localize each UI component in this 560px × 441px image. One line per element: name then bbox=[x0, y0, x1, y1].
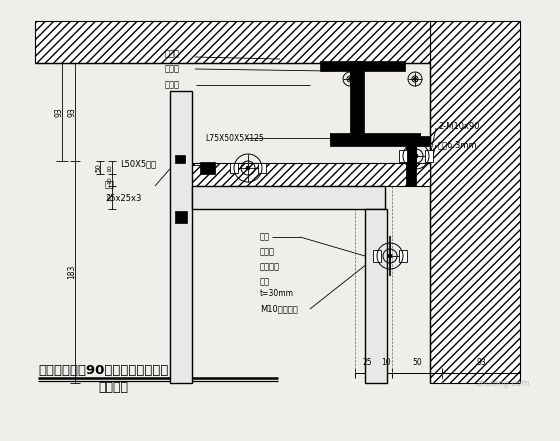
Bar bbox=[320, 61, 405, 71]
Text: （阴角）: （阴角） bbox=[98, 381, 128, 394]
Text: 30: 30 bbox=[108, 193, 113, 201]
Bar bbox=[399, 250, 407, 262]
Circle shape bbox=[348, 78, 352, 81]
Circle shape bbox=[246, 166, 250, 170]
Text: 10: 10 bbox=[108, 176, 113, 184]
Text: 25x25x3: 25x25x3 bbox=[105, 194, 141, 203]
Text: 石材背胶: 石材背胶 bbox=[260, 262, 280, 271]
Text: 10: 10 bbox=[108, 164, 113, 172]
Bar bbox=[175, 211, 187, 223]
Text: 2-M10x90: 2-M10x90 bbox=[438, 122, 479, 131]
Circle shape bbox=[388, 254, 392, 258]
Text: zhulong.com: zhulong.com bbox=[477, 379, 530, 388]
Text: 干挂石材外墙90度内转角横剖节点: 干挂石材外墙90度内转角横剖节点 bbox=[38, 364, 169, 377]
Bar bbox=[425, 150, 433, 162]
Text: L50X5槽钢: L50X5槽钢 bbox=[120, 159, 156, 168]
Text: 预埋件: 预埋件 bbox=[165, 64, 180, 73]
Bar bbox=[230, 163, 238, 173]
Bar bbox=[406, 138, 416, 186]
Text: 50: 50 bbox=[412, 358, 422, 367]
Bar bbox=[430, 21, 520, 383]
Text: 连接: 连接 bbox=[105, 180, 115, 189]
Text: M10螺栓连接: M10螺栓连接 bbox=[260, 304, 298, 313]
Circle shape bbox=[414, 154, 418, 158]
Text: 预埋件: 预埋件 bbox=[165, 80, 180, 89]
Text: 183: 183 bbox=[68, 265, 77, 279]
Text: 缝宽6.3mm: 缝宽6.3mm bbox=[438, 140, 478, 149]
Bar bbox=[399, 150, 407, 162]
Bar bbox=[175, 155, 185, 163]
Text: 10: 10 bbox=[381, 358, 391, 367]
Bar bbox=[258, 163, 266, 173]
Text: 挂件: 挂件 bbox=[260, 277, 270, 286]
Bar bbox=[373, 250, 381, 262]
Text: t=30mm: t=30mm bbox=[260, 289, 294, 298]
Bar bbox=[170, 91, 192, 383]
Text: 50: 50 bbox=[95, 164, 101, 172]
Bar bbox=[350, 61, 364, 136]
Text: 混凝土: 混凝土 bbox=[165, 49, 180, 58]
Text: 石材: 石材 bbox=[260, 232, 270, 241]
Bar bbox=[330, 136, 430, 146]
Bar bbox=[192, 186, 385, 209]
Text: L75X50X5X125: L75X50X5X125 bbox=[205, 134, 264, 143]
Bar bbox=[200, 162, 215, 174]
Bar bbox=[330, 133, 420, 141]
Text: 密封胶: 密封胶 bbox=[260, 247, 275, 256]
Bar bbox=[35, 21, 430, 63]
Bar bbox=[175, 163, 430, 186]
Text: 25: 25 bbox=[363, 358, 372, 367]
Text: 93: 93 bbox=[68, 107, 77, 117]
Text: 93: 93 bbox=[476, 358, 486, 367]
Text: 93: 93 bbox=[54, 107, 63, 117]
Bar bbox=[365, 209, 387, 383]
Circle shape bbox=[413, 78, 417, 81]
